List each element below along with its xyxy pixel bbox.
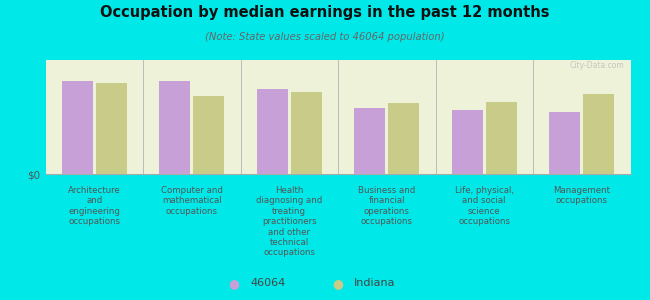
Text: Business and
financial
operations
occupations: Business and financial operations occupa… <box>358 186 415 226</box>
Text: 46064: 46064 <box>250 278 285 289</box>
Bar <box>291 92 322 174</box>
Text: Indiana: Indiana <box>354 278 396 289</box>
Bar <box>159 80 190 174</box>
Text: ●: ● <box>333 277 343 290</box>
Text: Management
occupations: Management occupations <box>553 186 610 206</box>
Bar <box>354 108 385 174</box>
Bar <box>193 97 224 174</box>
Text: Computer and
mathematical
occupations: Computer and mathematical occupations <box>161 186 223 216</box>
Text: Life, physical,
and social
science
occupations: Life, physical, and social science occup… <box>455 186 514 226</box>
Bar <box>549 112 580 174</box>
Bar <box>452 110 483 174</box>
Text: (Note: State values scaled to 46064 population): (Note: State values scaled to 46064 popu… <box>205 32 445 41</box>
Bar <box>486 102 517 174</box>
Text: City-Data.com: City-Data.com <box>570 61 625 70</box>
Bar <box>96 83 127 174</box>
Bar <box>583 94 614 174</box>
Text: Health
diagnosing and
treating
practitioners
and other
technical
occupations: Health diagnosing and treating practitio… <box>256 186 322 257</box>
Bar <box>257 88 288 174</box>
Text: Architecture
and
engineering
occupations: Architecture and engineering occupations <box>68 186 121 226</box>
Text: ●: ● <box>229 277 239 290</box>
Bar <box>62 80 93 174</box>
Bar <box>388 103 419 174</box>
Text: Occupation by median earnings in the past 12 months: Occupation by median earnings in the pas… <box>100 4 550 20</box>
